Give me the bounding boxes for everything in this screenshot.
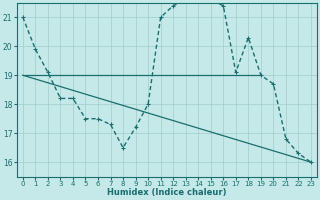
X-axis label: Humidex (Indice chaleur): Humidex (Indice chaleur) xyxy=(107,188,227,197)
